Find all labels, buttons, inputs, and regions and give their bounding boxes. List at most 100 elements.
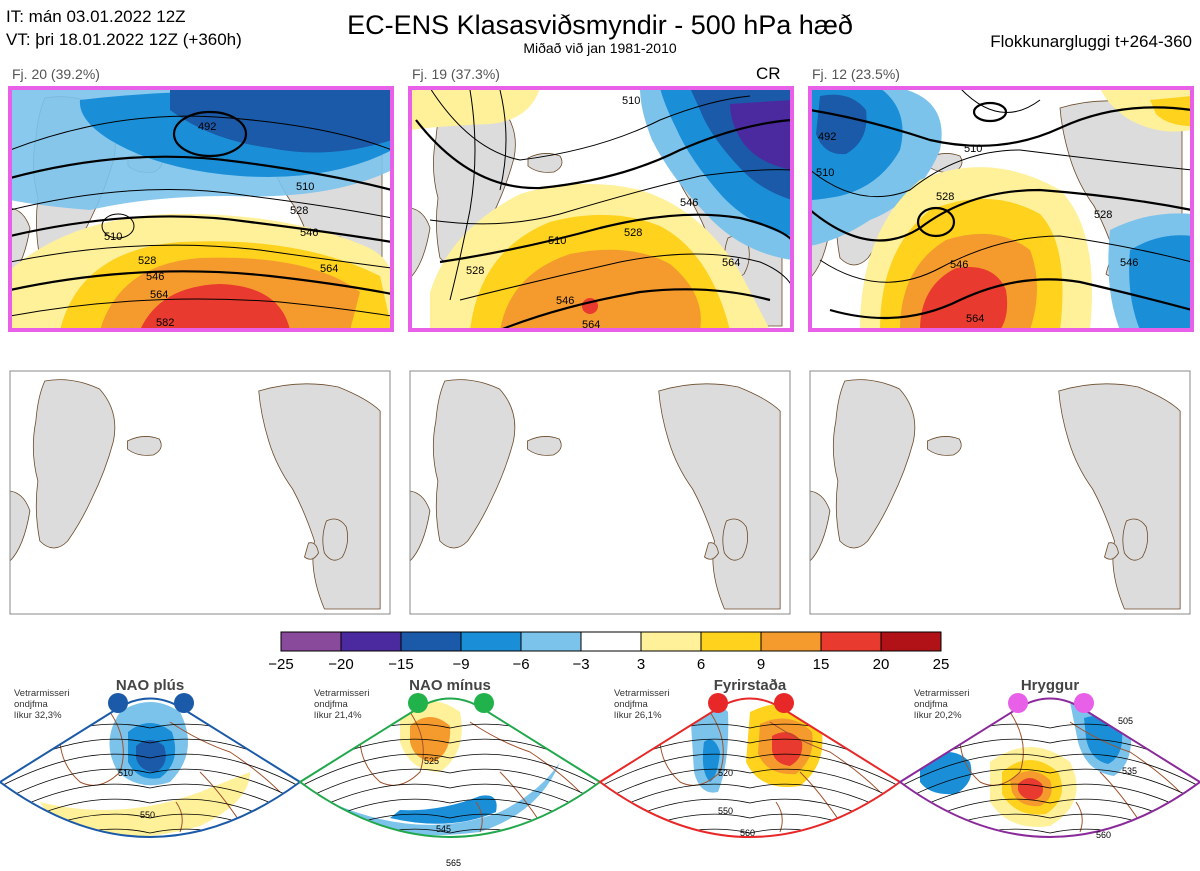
initial-time: IT: mán 03.01.2022 12Z <box>6 7 186 26</box>
c2-contour-label-1: 510 <box>622 95 640 107</box>
height-contour <box>600 753 900 793</box>
colorbar: −25 −20 −15 −9 −6 −3 3 6 9 15 20 25 <box>268 631 950 673</box>
anomaly-shading <box>772 732 803 766</box>
colorbar-tick-label: −25 <box>268 656 293 673</box>
colorbar-swatch <box>400 631 462 652</box>
colorbar-tick-label: −20 <box>328 656 353 673</box>
regime-climatology-note: Vetrarmisseri <box>614 688 669 699</box>
regime-climatology-note: líkur 21,4% <box>314 710 362 721</box>
regime-climatology-note: Vetrarmisseri <box>314 688 369 699</box>
regime-climatology-note: Vetrarmisseri <box>914 688 969 699</box>
classification-window: Flokkunargluggi t+264-360 <box>990 32 1192 51</box>
c1-contour-label-6: 510 <box>104 231 122 243</box>
height-contour <box>890 844 1200 871</box>
colorbar-tick-label: 3 <box>637 656 645 673</box>
cluster-1-frame <box>8 86 394 332</box>
height-contour <box>300 753 600 793</box>
colorbar-swatch <box>760 631 822 652</box>
regime-contour-label: 525 <box>424 756 439 766</box>
regime-climatology-note: líkur 20,2% <box>914 710 962 721</box>
colorbar-tick-label: 9 <box>757 656 765 673</box>
height-contour <box>900 828 1200 837</box>
regime-panel: 505 535 560 Hryggur Vetrarmisseriondjfmalíku… <box>890 677 1200 871</box>
regime-marker-right <box>174 693 194 713</box>
regime-panel: 510 550 NAO plús Vetrarmisseriondjfmalíkur … <box>0 677 310 871</box>
regime-marker-right <box>774 693 794 713</box>
anomaly-shading <box>136 740 166 772</box>
anomaly-shading <box>40 772 250 837</box>
colorbar-swatch <box>880 631 942 652</box>
c1-contour-label-5: 564 <box>320 263 338 275</box>
regime-border <box>598 697 902 838</box>
regime-marker-left <box>1008 693 1028 713</box>
regime-contour-label: 535 <box>1122 766 1137 776</box>
regime-contour-label: 550 <box>140 810 155 820</box>
cluster-3-map <box>810 88 1192 330</box>
cluster-3-label: Fj. 12 (23.5%) <box>812 66 900 82</box>
cluster-1-map <box>10 88 392 330</box>
regime-marker-left <box>408 693 428 713</box>
height-contour <box>590 844 910 871</box>
c2-contour-label-4: 564 <box>722 257 740 269</box>
c2-contour-label-8: 564 <box>582 319 600 331</box>
c3-contour-label-7: 564 <box>966 313 984 325</box>
colorbar-tick-label: −3 <box>572 656 589 673</box>
valid-time: VT: þri 18.01.2022 12Z (+360h) <box>6 30 242 49</box>
c3-contour-label-6: 546 <box>950 259 968 271</box>
height-contour <box>300 828 600 837</box>
c1-contour-label-7: 528 <box>138 255 156 267</box>
c2-contour-label-5: 510 <box>548 235 566 247</box>
regime-name: Hryggur <box>1021 677 1080 694</box>
empty-map-2 <box>409 370 791 615</box>
colorbar-tick-label: 25 <box>933 656 950 673</box>
regime-marker-left <box>108 693 128 713</box>
height-contour <box>0 768 300 808</box>
regime-name: Fyrirstaða <box>714 677 787 694</box>
cluster-2-map <box>410 88 792 330</box>
c3-contour-label-2: 510 <box>964 143 982 155</box>
c1-contour-label-4: 546 <box>300 227 318 239</box>
regime-marker-left <box>708 693 728 713</box>
c1-contour-label-8: 546 <box>146 271 164 283</box>
cluster-2-label: Fj. 19 (37.3%) <box>412 66 500 82</box>
height-contour <box>0 844 310 871</box>
regime-contour-label: 520 <box>718 768 733 778</box>
colorbar-swatch <box>820 631 882 652</box>
c1-contour-label-9: 564 <box>150 289 168 301</box>
regime-name: NAO mínus <box>409 677 491 694</box>
regime-border <box>298 697 602 838</box>
header-run-info: IT: mán 03.01.2022 12Z VT: þri 18.01.202… <box>6 5 242 51</box>
regime-climatology-note: líkur 32,3% <box>14 710 62 721</box>
regime-border <box>0 697 302 838</box>
regime-climatology-note: ondjfma <box>614 699 649 710</box>
regime-panel: 525 545 565 NAO mínus Vetrarmisseriondjfmalí… <box>298 677 602 868</box>
regime-contour-label: 505 <box>1118 716 1133 726</box>
height-contour <box>0 783 300 823</box>
regime-climatology-note: Vetrarmisseri <box>14 688 69 699</box>
colorbar-swatch <box>460 631 522 652</box>
cluster-2-flag: CR <box>756 64 781 83</box>
height-contour <box>600 768 900 808</box>
colorbar-swatch <box>520 631 582 652</box>
colorbar-tick-label: −15 <box>388 656 413 673</box>
height-contour <box>300 783 600 823</box>
anomaly-shading <box>1010 841 1042 852</box>
height-contour <box>0 753 300 793</box>
anomaly-shading <box>390 795 497 824</box>
regime-climatology-note: líkur 26,1% <box>614 710 662 721</box>
regime-climatology-note: ondjfma <box>314 699 349 710</box>
height-contour <box>900 768 1200 808</box>
c2-contour-label-2: 528 <box>624 227 642 239</box>
colorbar-swatch <box>640 631 702 652</box>
colorbar-tick-label: −6 <box>512 656 529 673</box>
c1-contour-label-2: 510 <box>296 181 314 193</box>
anomaly-shading <box>1018 778 1043 800</box>
regime-panel: 520 550 560 Fyrirstaða Vetrarmisseriondjfmal… <box>590 677 910 871</box>
regime-contour-label: 560 <box>1096 830 1111 840</box>
regime-contour-label: 565 <box>446 858 461 868</box>
c1-contour-label-1: 492 <box>198 121 216 133</box>
colorbar-swatch <box>280 631 342 652</box>
c3-contour-label-5: 528 <box>1094 209 1112 221</box>
regime-climatology-note: ondjfma <box>914 699 949 710</box>
